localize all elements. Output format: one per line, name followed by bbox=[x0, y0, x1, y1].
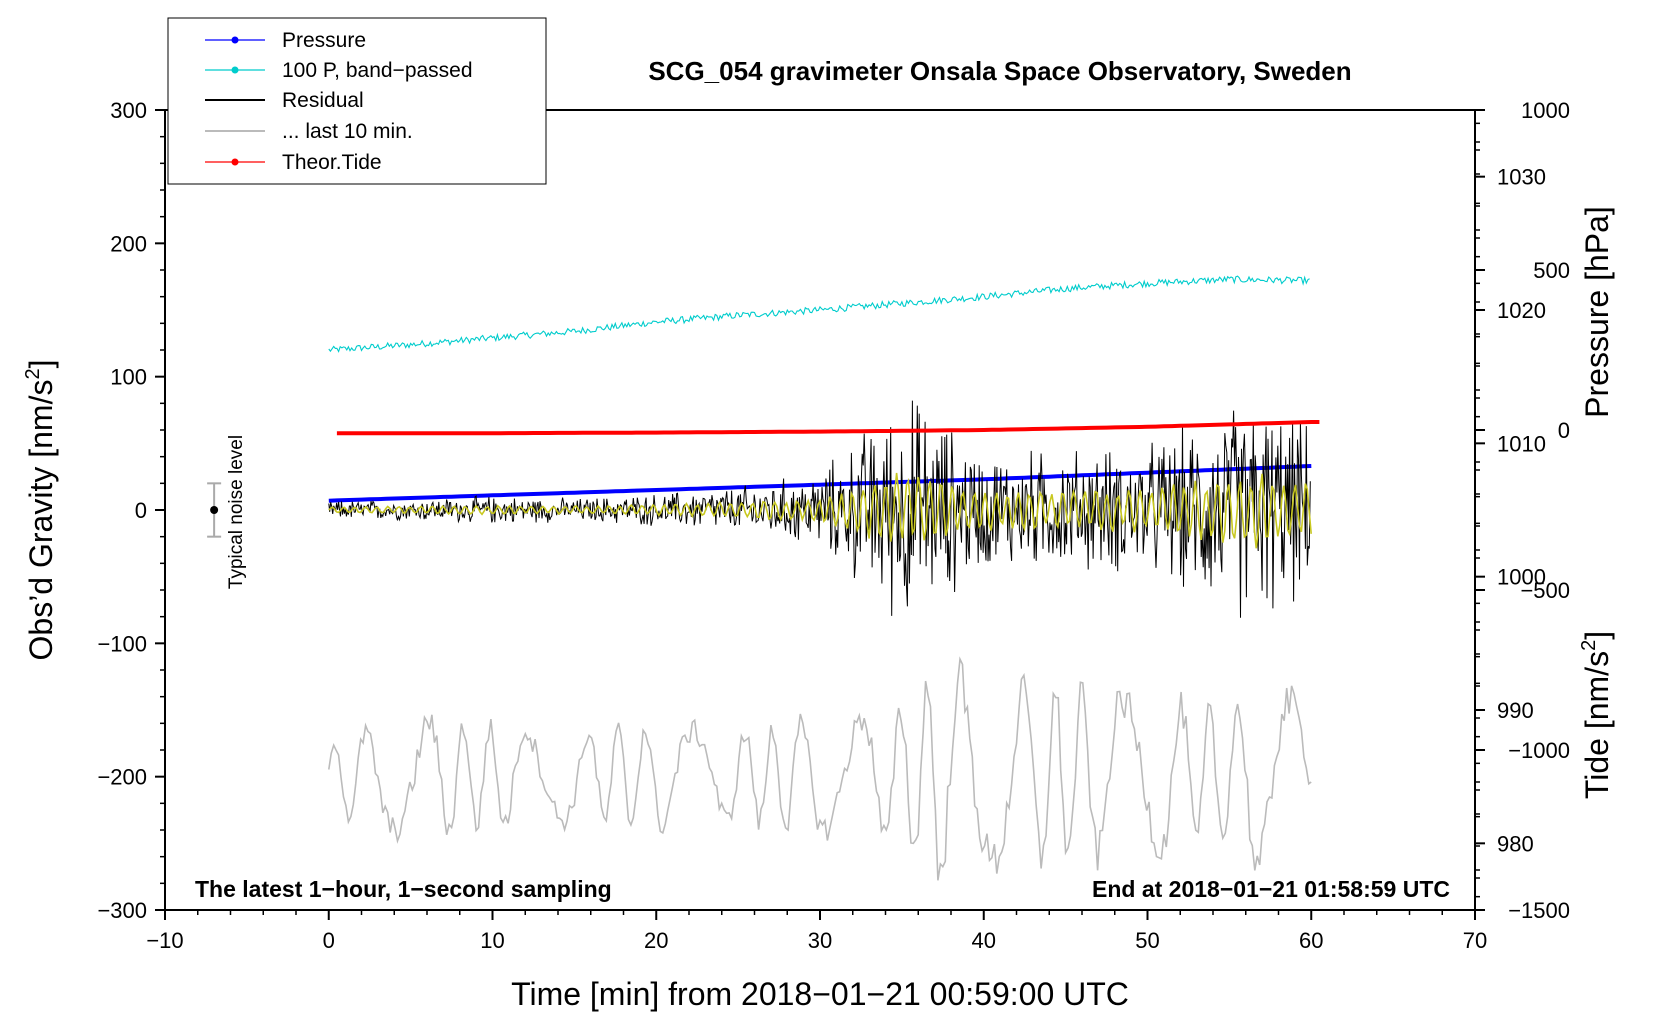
y-tick-label: −300 bbox=[97, 898, 147, 923]
legend-label-band-passed: 100 P, band−passed bbox=[282, 59, 473, 82]
series-last-10-min bbox=[328, 656, 1312, 881]
legend-label-residual: Residual bbox=[282, 89, 364, 112]
x-axis: −10 0 10 20 30 40 50 60 70 bbox=[146, 910, 1487, 953]
pressure-tick-label: 1020 bbox=[1497, 298, 1546, 323]
y-axis-title-gravity: Obs’d Gravity [nm/s2] bbox=[22, 360, 59, 661]
tide-tick-label: −500 bbox=[1520, 578, 1570, 603]
legend-item-residual: Residual bbox=[205, 89, 364, 112]
series-pressure-band-passed bbox=[328, 275, 1310, 353]
x-tick-label: 20 bbox=[644, 928, 668, 953]
legend-label-last-10-min: ... last 10 min. bbox=[282, 120, 413, 143]
legend: Pressure 100 P, band−passed Residual ...… bbox=[167, 17, 547, 185]
noise-center-dot bbox=[210, 506, 219, 514]
y-axis-title-pressure: Pressure [hPa] bbox=[1579, 206, 1615, 418]
legend-label-theor-tide: Theor.Tide bbox=[282, 151, 382, 174]
series-theoretical-tide bbox=[336, 420, 1320, 436]
y-tick-label: 200 bbox=[110, 231, 147, 256]
noise-level-marker: Typical noise level bbox=[207, 435, 247, 589]
x-tick-label: 40 bbox=[972, 928, 996, 953]
pressure-tick-label: 980 bbox=[1497, 831, 1534, 856]
legend-label-pressure: Pressure bbox=[282, 29, 366, 52]
x-tick-label: −10 bbox=[146, 928, 183, 953]
pressure-tick-label: 990 bbox=[1497, 698, 1534, 723]
y-axis-title-gravity-sup: 2 bbox=[22, 368, 44, 379]
legend-item-last-10-min: ... last 10 min. bbox=[205, 120, 413, 143]
x-tick-label: 30 bbox=[808, 928, 832, 953]
series-residual bbox=[328, 400, 1311, 618]
chart-title: SCG_054 gravimeter Onsala Space Observat… bbox=[648, 56, 1351, 86]
legend-item-band-passed: 100 P, band−passed bbox=[205, 59, 473, 82]
x-tick-label: 10 bbox=[480, 928, 504, 953]
y-tick-label: 100 bbox=[110, 365, 147, 390]
noise-level-label: Typical noise level bbox=[226, 435, 247, 589]
y-axis-pressure: 980 990 1000 1010 1020 1030 bbox=[1475, 122, 1546, 898]
legend-box bbox=[167, 17, 547, 185]
legend-item-theor-tide: Theor.Tide bbox=[205, 151, 382, 174]
y-axis-title-tide-sup: 2 bbox=[1578, 640, 1600, 651]
x-axis-title: Time [min] from 2018−01−21 00:59:00 UTC bbox=[511, 976, 1129, 1012]
y-tick-label: −100 bbox=[97, 631, 147, 656]
pressure-tick-label: 1010 bbox=[1497, 431, 1546, 456]
y-axis-title-tide-close: ] bbox=[1579, 631, 1615, 640]
tide-tick-label: −1500 bbox=[1508, 898, 1570, 923]
tide-tick-label: 0 bbox=[1558, 418, 1570, 443]
series-residual-filtered bbox=[328, 472, 1312, 549]
x-tick-label: 60 bbox=[1299, 928, 1323, 953]
y-axis-title-gravity-close: ] bbox=[23, 360, 59, 369]
y-axis-gravity: −300 −200 −100 0 100 200 300 bbox=[97, 98, 165, 923]
x-tick-label: 70 bbox=[1463, 928, 1487, 953]
pressure-tick-label: 1000 bbox=[1497, 565, 1546, 590]
tide-tick-label: −1000 bbox=[1508, 738, 1570, 763]
x-tick-label: 50 bbox=[1135, 928, 1159, 953]
y-tick-label: −200 bbox=[97, 765, 147, 790]
pressure-tick-label: 1030 bbox=[1497, 165, 1546, 190]
y-axis-tide: −1500 −1000 −500 0 500 1000 bbox=[1475, 98, 1570, 923]
y-axis-title-tide-main: Tide [nm/s bbox=[1579, 651, 1615, 799]
x-tick-label: 0 bbox=[323, 928, 335, 953]
y-axis-title-gravity-main: Obs’d Gravity [nm/s bbox=[23, 380, 59, 661]
y-tick-label: 300 bbox=[110, 98, 147, 123]
y-tick-label: 0 bbox=[135, 498, 147, 523]
tide-tick-label: 1000 bbox=[1521, 98, 1570, 123]
legend-item-pressure: Pressure bbox=[205, 29, 366, 52]
footer-right: End at 2018−01−21 01:58:59 UTC bbox=[1092, 876, 1450, 902]
series-pressure bbox=[328, 464, 1312, 503]
footer-left: The latest 1−hour, 1−second sampling bbox=[195, 876, 612, 902]
tide-tick-label: 500 bbox=[1533, 258, 1570, 283]
y-axis-title-tide: Tide [nm/s2] bbox=[1578, 631, 1615, 799]
